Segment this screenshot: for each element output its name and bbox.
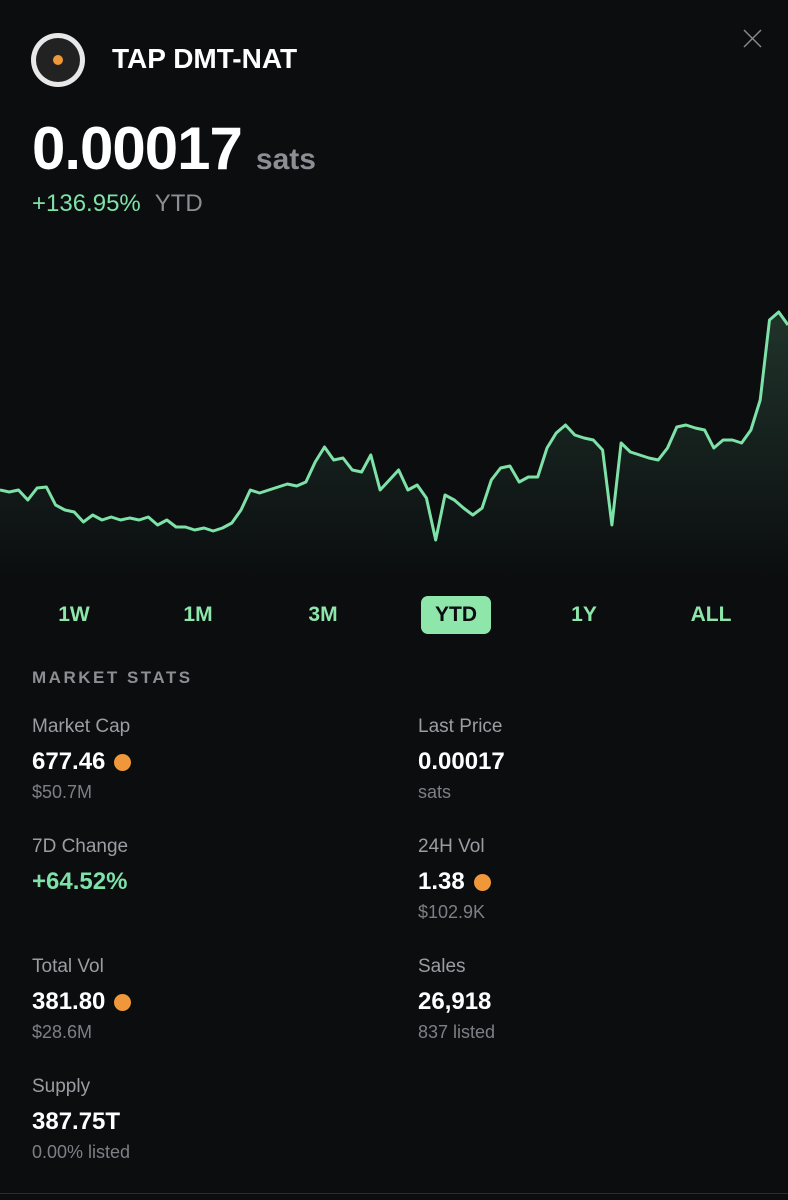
stat: Supply 387.75T 0.00% listed: [32, 1076, 130, 1163]
range-tab[interactable]: 1Y: [571, 603, 597, 626]
stat-label: Sales: [418, 956, 466, 977]
stat-sub: 837 listed: [418, 1022, 496, 1042]
line-area: [0, 312, 788, 580]
price-value: 0.00017: [32, 115, 243, 182]
stat-label: 24H Vol: [418, 836, 485, 857]
range-tabs: 1W 1M 3M YTD 1Y ALL: [0, 596, 788, 636]
stat-value-row: 677.46: [32, 748, 132, 776]
stat-value: 26,918: [418, 988, 492, 1015]
stat-sub: $28.6M: [32, 1022, 93, 1042]
stat-value-row: 381.80: [32, 988, 132, 1016]
stat-value: 381.80: [32, 988, 106, 1015]
change: +136.95% YTD: [32, 190, 203, 218]
price-line: [0, 310, 788, 542]
stat: Total Vol 381.80 $28.6M: [32, 956, 132, 1043]
range-tab[interactable]: 3M: [308, 603, 338, 626]
close-button[interactable]: [743, 29, 762, 48]
stat-sub: sats: [418, 782, 452, 802]
stat-label: Total Vol: [32, 956, 104, 977]
stat-value: 1.38: [418, 868, 465, 895]
stat-value: +64.52%: [32, 868, 128, 895]
stat-value-row: 0.00017: [418, 748, 505, 776]
range-tab[interactable]: 1M: [183, 603, 213, 626]
stat-value-row: 387.75T: [32, 1108, 130, 1136]
stat: Last Price 0.00017 sats: [418, 716, 505, 803]
stats-title: MARKET STATS: [32, 668, 193, 687]
price-unit: sats: [255, 143, 316, 176]
range-tab[interactable]: YTD: [421, 596, 491, 634]
range-tab[interactable]: ALL: [690, 603, 732, 626]
stat: Market Cap 677.46 $50.7M: [32, 716, 132, 803]
stat-value: 387.75T: [32, 1108, 121, 1135]
stat-value-row: 26,918: [418, 988, 495, 1016]
range-tab[interactable]: 1W: [58, 603, 90, 626]
stat-sub: $50.7M: [32, 782, 93, 802]
stat-label: Supply: [32, 1076, 91, 1097]
stat-value-row: 1.38: [418, 868, 491, 896]
change-value: +136.95%: [32, 190, 141, 217]
stat: Sales 26,918 837 listed: [418, 956, 495, 1043]
stat-value: 0.00017: [418, 748, 505, 775]
stat: 24H Vol 1.38 $102.9K: [418, 836, 491, 923]
change-period: YTD: [154, 190, 203, 217]
btc-icon: [473, 873, 491, 891]
stat-value: 677.46: [32, 748, 106, 775]
stat-label: 7D Change: [32, 836, 129, 857]
token-title: TAP DMT-NAT: [112, 43, 298, 74]
btc-icon: [114, 993, 132, 1011]
stat: 7D Change +64.52%: [32, 836, 128, 896]
chart: [0, 29, 788, 580]
stat-value-row: +64.52%: [32, 868, 128, 896]
stat-sub: 0.00% listed: [32, 1142, 131, 1162]
price: 0.00017 sats: [32, 114, 316, 183]
stat-label: Last Price: [418, 716, 503, 737]
stat-label: Market Cap: [32, 716, 131, 737]
divider: [0, 1193, 788, 1194]
btc-icon: [114, 753, 132, 771]
token-logo-dot: [53, 55, 63, 65]
stat-sub: $102.9K: [418, 902, 486, 922]
